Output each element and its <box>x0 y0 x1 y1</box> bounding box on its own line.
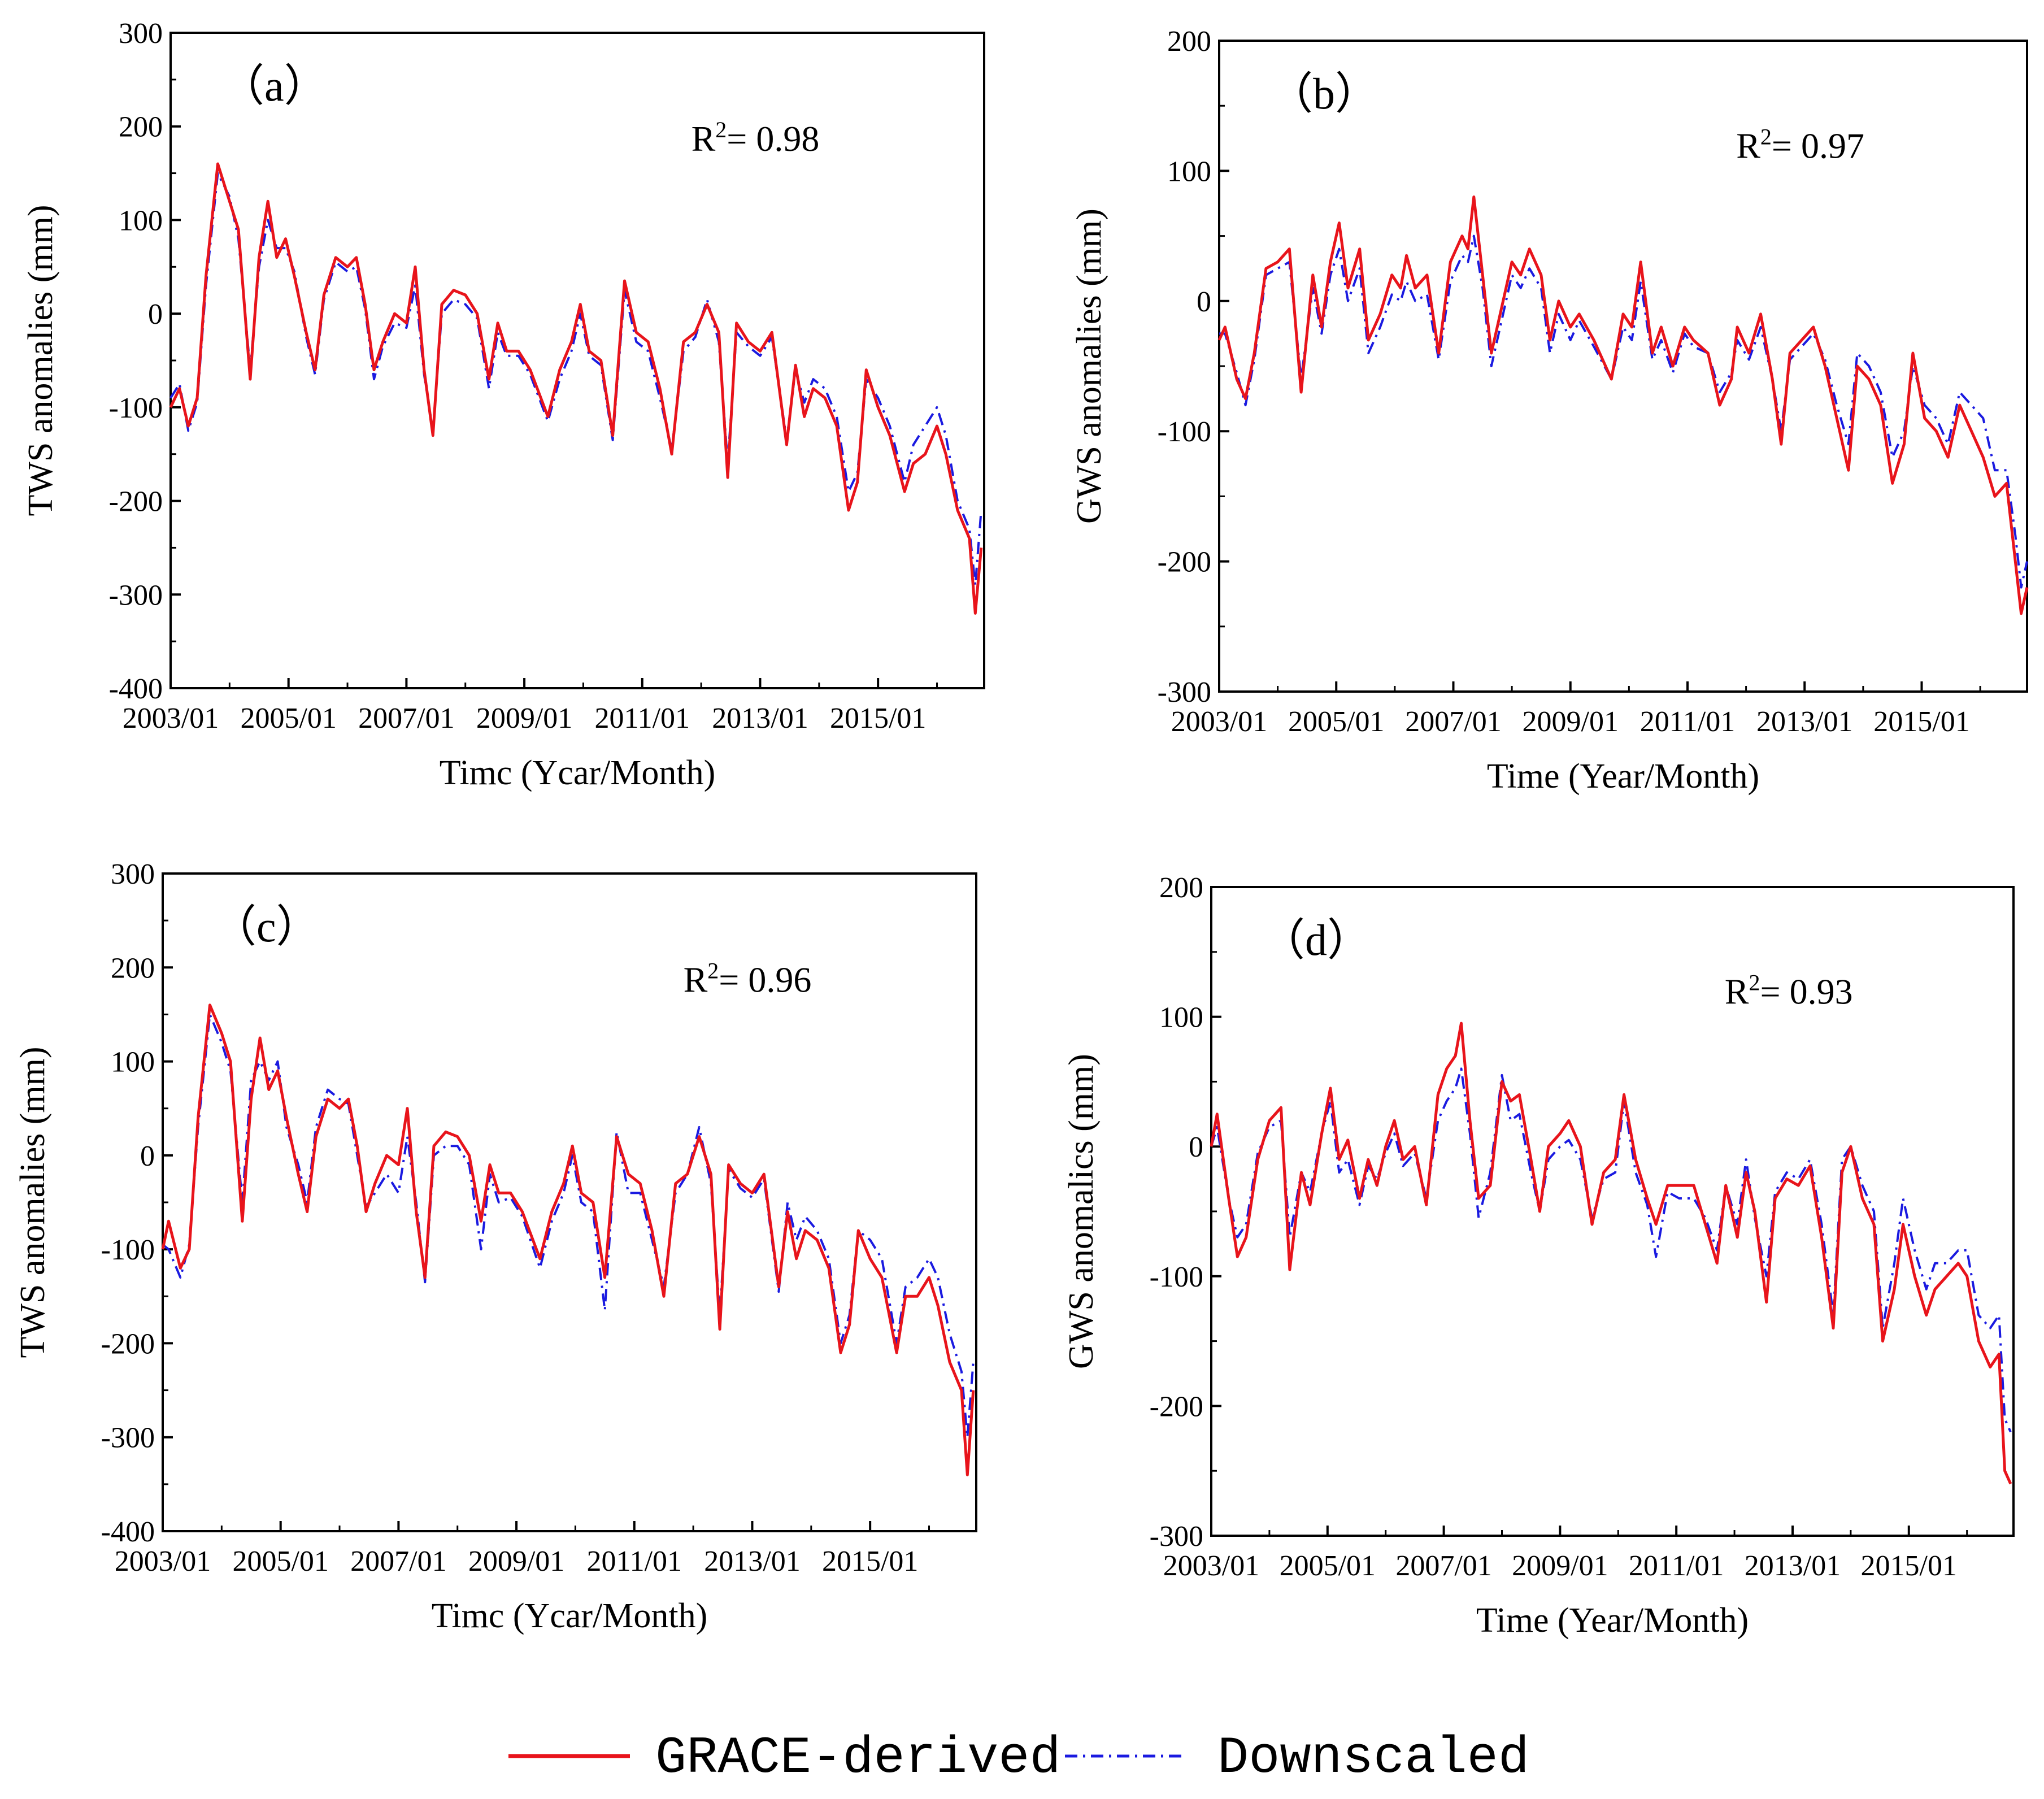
y-tick-label: 200 <box>1167 25 1211 58</box>
x-tick-label: 2007/01 <box>358 702 454 735</box>
y-tick-label: 100 <box>1167 155 1211 188</box>
x-tick-label: 2009/01 <box>468 1545 564 1578</box>
series-line-grace-derived <box>1210 1022 2012 1485</box>
chart-panel-0: -400 -300 -200 -100 0 100 200 300 2003/01 2005/01… <box>21 18 985 792</box>
x-tick-label: 2015/01 <box>822 1545 918 1578</box>
x-tick-label: 2005/01 <box>232 1545 328 1578</box>
series-line-downscaled <box>1219 234 2028 589</box>
x-tick-label: 2013/01 <box>712 702 808 735</box>
y-tick-label: 0 <box>148 298 163 331</box>
chart-panel-2: -400 -300 -200 -100 0 100 200 300 2003/01 2005/01… <box>14 858 977 1635</box>
y-tick-label: -100 <box>101 1234 155 1266</box>
x-tick-label: 2011/01 <box>595 702 690 735</box>
r-squared-annotation: R2= 0.97 <box>1736 124 1864 166</box>
x-axis-label: Time (Year/Month) <box>1487 757 1759 796</box>
y-tick-label: 200 <box>119 111 163 144</box>
x-tick-label: 2009/01 <box>1523 706 1619 738</box>
y-tick-label: -300 <box>1158 676 1211 709</box>
x-tick-label: 2011/01 <box>1640 706 1736 738</box>
x-tick-label: 2015/01 <box>830 702 926 735</box>
x-axis-label: Timc (Ycar/Month) <box>440 754 716 792</box>
x-tick-label: 2011/01 <box>1629 1550 1724 1582</box>
panels: -400 -300 -200 -100 0 100 200 300 2003/01 2005/01… <box>14 18 2029 1640</box>
y-tick-label: -300 <box>1150 1520 1203 1553</box>
y-tick-label: 0 <box>1189 1131 1203 1163</box>
x-tick-label: 2013/01 <box>1745 1550 1841 1582</box>
y-tick-label: 0 <box>1197 286 1211 318</box>
y-tick-label: 100 <box>119 205 163 237</box>
y-tick-label: -400 <box>109 673 163 705</box>
y-tick-label: 200 <box>1159 872 1203 904</box>
panel-label: （d） <box>1261 915 1371 964</box>
x-tick-label: 2003/01 <box>115 1545 211 1578</box>
y-tick-label: -300 <box>109 579 163 611</box>
series-line-grace-derived <box>161 1003 975 1476</box>
x-tick-label: 2005/01 <box>1280 1550 1376 1582</box>
x-tick-label: 2013/01 <box>1756 706 1852 738</box>
y-tick-label: -200 <box>1158 546 1211 579</box>
x-tick-label: 2007/01 <box>1395 1550 1491 1582</box>
x-tick-label: 2007/01 <box>350 1545 446 1578</box>
y-tick-label: -400 <box>101 1516 155 1548</box>
x-tick-label: 2009/01 <box>476 702 572 735</box>
chart-panel-3: -300 -200 -100 0 100 200 2003/01 2005/01 2007/01… <box>1062 872 2015 1640</box>
y-tick-label: 100 <box>1159 1002 1203 1034</box>
panel-label: （a） <box>220 61 328 110</box>
series-line-grace-derived <box>1217 195 2029 615</box>
chart-panel-1: -300 -200 -100 0 100 200 2003/01 2005/01 2007/01… <box>1070 25 2029 796</box>
x-axis-label: Time (Year/Month) <box>1476 1601 1749 1640</box>
y-axis-label: TWS anomalies (mm) <box>21 205 60 516</box>
r-squared-annotation: R2= 0.96 <box>684 958 812 1000</box>
y-tick-label: -200 <box>101 1328 155 1360</box>
y-tick-label: -100 <box>1150 1261 1203 1293</box>
y-tick-label: -200 <box>1150 1390 1203 1423</box>
y-axis-label: TWS anomalies (mm) <box>14 1047 52 1358</box>
legend-grace-label: GRACE-derived <box>655 1728 1061 1788</box>
y-axis-label: GWS anomalies (mm) <box>1070 208 1108 524</box>
y-tick-label: 100 <box>111 1046 155 1079</box>
y-tick-label: 0 <box>140 1140 155 1172</box>
y-tick-label: -100 <box>109 392 163 424</box>
y-tick-label: -200 <box>109 486 163 518</box>
x-tick-label: 2015/01 <box>1861 1550 1957 1582</box>
x-tick-label: 2013/01 <box>704 1545 800 1578</box>
r-squared-annotation: R2= 0.98 <box>692 117 820 159</box>
x-tick-label: 2003/01 <box>1171 706 1267 738</box>
y-tick-label: -100 <box>1158 416 1211 448</box>
x-tick-label: 2011/01 <box>587 1545 682 1578</box>
x-axis-label: Timc (Ycar/Month) <box>432 1597 708 1635</box>
x-tick-label: 2003/01 <box>1163 1550 1259 1582</box>
y-tick-label: 200 <box>111 952 155 984</box>
r-squared-annotation: R2= 0.93 <box>1725 970 1853 1012</box>
y-tick-label: 300 <box>111 858 155 890</box>
y-axis-label: GWS anomalics (mm) <box>1062 1054 1101 1369</box>
x-tick-label: 2005/01 <box>240 702 336 735</box>
y-tick-label: -300 <box>101 1422 155 1454</box>
legend-downscaled-label: Downscaled <box>1217 1728 1529 1788</box>
x-tick-label: 2009/01 <box>1512 1550 1608 1582</box>
series-line-grace-derived <box>169 162 983 615</box>
x-tick-label: 2003/01 <box>123 702 219 735</box>
x-tick-label: 2015/01 <box>1873 706 1969 738</box>
x-tick-label: 2007/01 <box>1405 706 1501 738</box>
y-tick-label: 300 <box>119 18 163 50</box>
panel-label: （b） <box>1269 69 1379 118</box>
panel-label: （c） <box>212 902 320 951</box>
x-tick-label: 2005/01 <box>1288 706 1384 738</box>
legend: GRACE-derived Downscaled <box>508 1728 1529 1788</box>
